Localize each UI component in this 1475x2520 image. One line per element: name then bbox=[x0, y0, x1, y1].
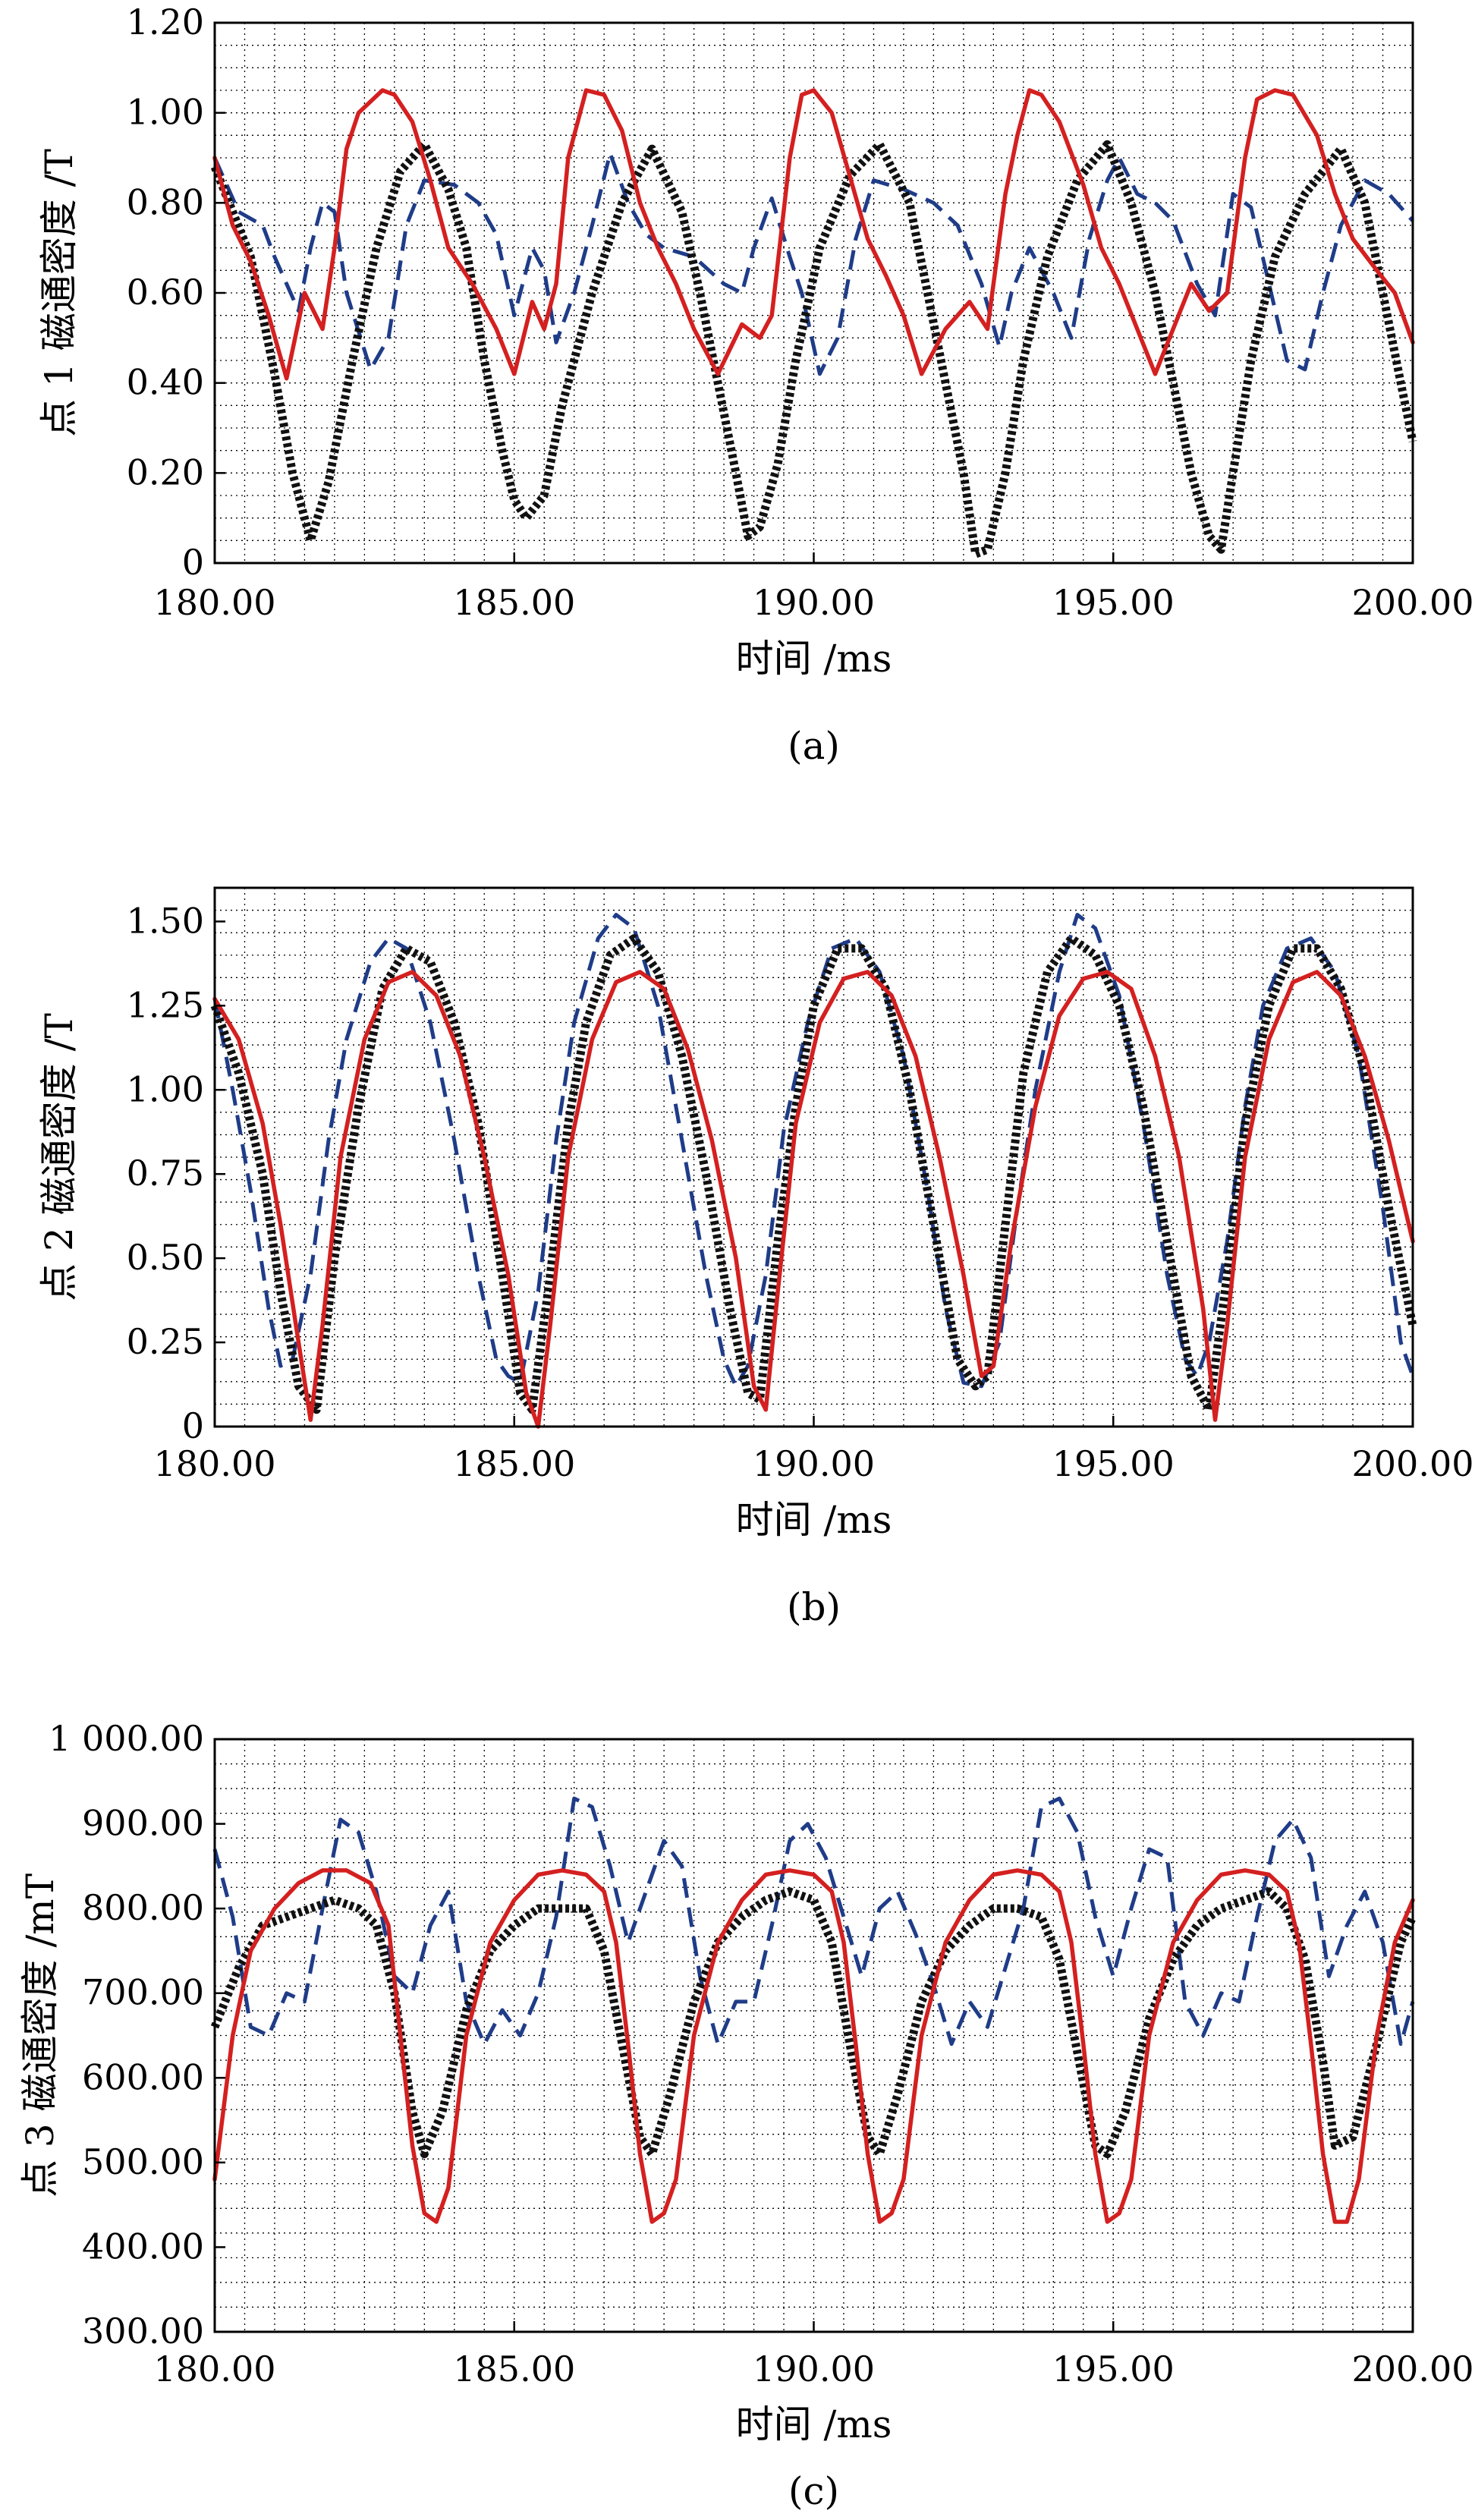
y-tick-label: 1.00 bbox=[127, 1068, 204, 1109]
y-axis-title: 点 1 磁通密度 /T bbox=[37, 149, 81, 437]
series-line-solid bbox=[212, 1868, 1415, 2224]
y-tick-label: 1.50 bbox=[127, 900, 204, 941]
panel-label: (b) bbox=[787, 1585, 841, 1629]
y-tick-label: 600.00 bbox=[82, 2056, 204, 2097]
x-axis-title: 时间 /ms bbox=[736, 637, 892, 681]
x-tick-label: 195.00 bbox=[1052, 1443, 1175, 1484]
y-tick-label: 500.00 bbox=[82, 2141, 204, 2182]
y-tick-label: 0 bbox=[182, 542, 204, 583]
series-line-dotted bbox=[210, 140, 1417, 558]
y-tick-label: 0.60 bbox=[127, 272, 204, 313]
x-tick-label: 185.00 bbox=[453, 2349, 575, 2389]
series-line-solid bbox=[212, 88, 1415, 381]
y-tick-label: 0.75 bbox=[127, 1153, 204, 1194]
x-tick-label: 180.00 bbox=[154, 1443, 276, 1484]
y-tick-label: 700.00 bbox=[82, 1972, 204, 2013]
x-tick-label: 185.00 bbox=[453, 1443, 575, 1484]
y-tick-label: 900.00 bbox=[82, 1803, 204, 1844]
y-tick-label: 1.20 bbox=[127, 2, 204, 42]
y-axis-title: 点 3 磁通密度 /mT bbox=[18, 1873, 62, 2198]
series-line-solid bbox=[212, 970, 1415, 1429]
x-tick-label: 200.00 bbox=[1352, 582, 1474, 623]
x-tick-label: 195.00 bbox=[1052, 2349, 1175, 2389]
y-tick-label: 1.25 bbox=[127, 984, 204, 1025]
x-tick-label: 190.00 bbox=[753, 1443, 875, 1484]
y-tick-label: 300.00 bbox=[82, 2311, 204, 2352]
series-line-dashed bbox=[212, 1796, 1415, 2047]
y-tick-label: 0.50 bbox=[127, 1237, 204, 1278]
y-tick-label: 0.20 bbox=[127, 451, 204, 492]
y-tick-label: 0.80 bbox=[127, 181, 204, 222]
y-tick-label: 400.00 bbox=[82, 2226, 204, 2267]
x-axis-title: 时间 /ms bbox=[736, 1498, 892, 1542]
series-line-dotted bbox=[210, 934, 1417, 1414]
series-line-dotted bbox=[210, 1887, 1417, 2159]
x-tick-label: 180.00 bbox=[154, 2349, 276, 2389]
y-tick-label: 800.00 bbox=[82, 1887, 204, 1928]
x-tick-label: 185.00 bbox=[453, 582, 575, 623]
series-line-dashed bbox=[212, 913, 1415, 1389]
x-tick-label: 200.00 bbox=[1352, 1443, 1474, 1484]
y-tick-label: 0.25 bbox=[127, 1321, 204, 1362]
panel-label: (a) bbox=[788, 724, 840, 768]
y-tick-label: 1.00 bbox=[127, 92, 204, 133]
chart-panel-a: 180.00 185.00 190.00 195.00 200.00 0 0.20 0.40 0… bbox=[37, 2, 1473, 768]
y-tick-label: 0 bbox=[182, 1405, 204, 1446]
x-tick-label: 180.00 bbox=[154, 582, 276, 623]
panel-label: (c) bbox=[788, 2469, 839, 2513]
y-axis-title: 点 2 磁通密度 /T bbox=[37, 1013, 81, 1301]
y-tick-label: 1 000.00 bbox=[49, 1718, 204, 1759]
x-tick-label: 195.00 bbox=[1052, 582, 1175, 623]
x-tick-label: 190.00 bbox=[753, 582, 875, 623]
x-tick-label: 200.00 bbox=[1352, 2349, 1474, 2389]
y-tick-label: 0.40 bbox=[127, 362, 204, 403]
chart-panel-c: 180.00 185.00 190.00 195.00 200.00 300.00 400.… bbox=[18, 1718, 1473, 2513]
chart-panel-b: 180.00 185.00 190.00 195.00 200.00 0 0.25 0.50 0… bbox=[37, 886, 1474, 1629]
x-axis-title: 时间 /ms bbox=[736, 2402, 892, 2446]
x-tick-label: 190.00 bbox=[753, 2349, 875, 2389]
